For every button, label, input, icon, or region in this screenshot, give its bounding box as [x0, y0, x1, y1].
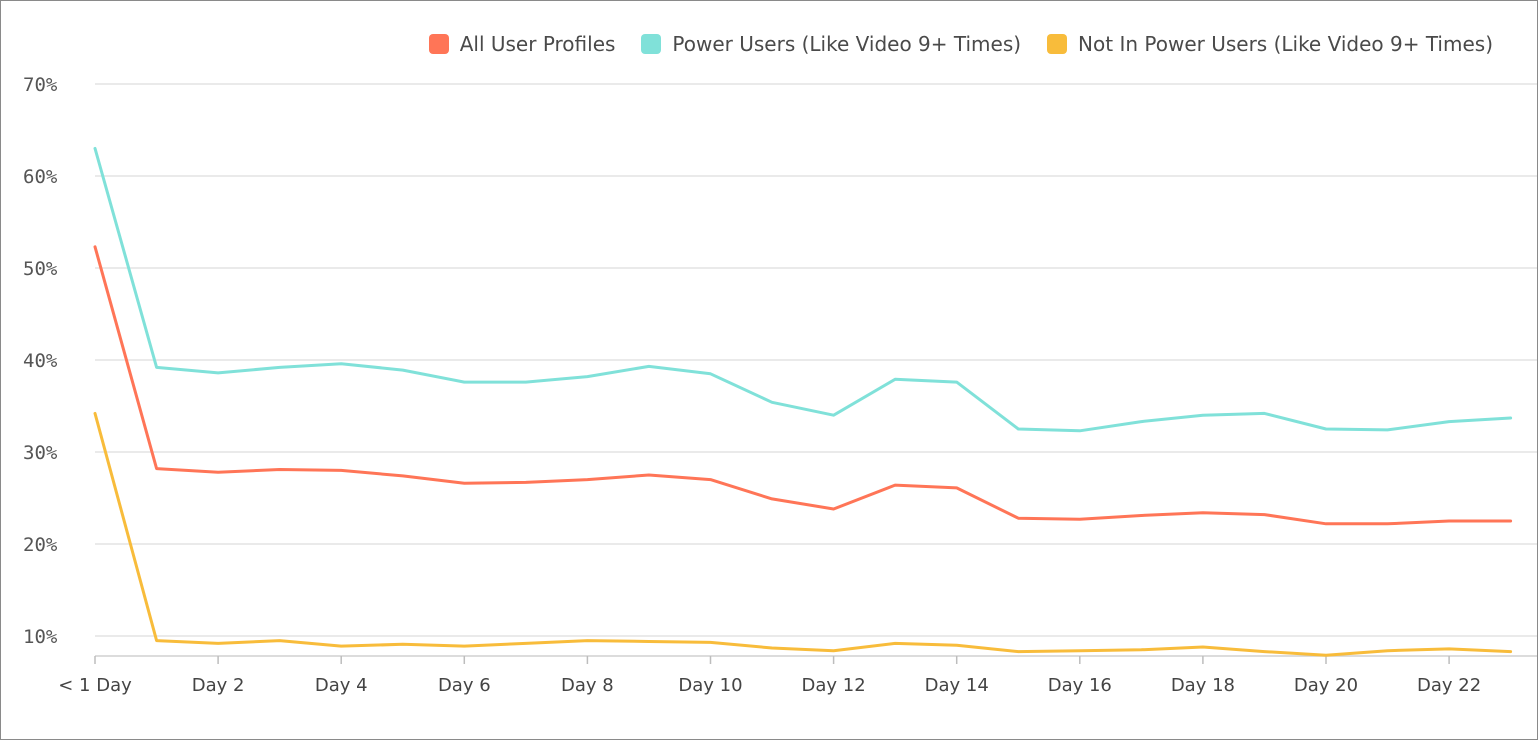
y-tick-label: 30% — [23, 442, 58, 464]
y-tick-label: 40% — [23, 350, 58, 372]
y-tick-label: 50% — [23, 258, 58, 280]
x-tick-label: Day 20 — [1294, 675, 1358, 696]
legend-swatch — [428, 34, 449, 54]
y-tick-label: 70% — [23, 74, 58, 96]
y-tick-label: 20% — [23, 534, 58, 556]
x-tick-label: Day 18 — [1171, 675, 1235, 696]
y-tick-label: 10% — [23, 626, 58, 648]
series-line-3 — [93, 411, 1513, 657]
y-tick-label: 60% — [23, 166, 58, 188]
legend-item-1[interactable]: All User Profiles — [428, 32, 616, 56]
legend-item-3[interactable]: Not In Power Users (Like Video 9+ Times) — [1047, 32, 1493, 56]
chart-legend: All User Profiles Power Users (Like Video… — [428, 29, 1493, 59]
x-tick-label: Day 6 — [438, 675, 491, 696]
series-line-2 — [93, 146, 1513, 433]
legend-item-2[interactable]: Power Users (Like Video 9+ Times) — [641, 32, 1021, 56]
legend-label: Power Users (Like Video 9+ Times) — [672, 32, 1022, 56]
x-tick-label: Day 22 — [1417, 675, 1481, 696]
x-tick-label: Day 10 — [678, 675, 742, 696]
x-tick-label: Day 14 — [925, 675, 989, 696]
x-tick-label: Day 4 — [315, 675, 368, 696]
legend-label: All User Profiles — [459, 32, 616, 56]
x-tick-label: Day 2 — [192, 675, 245, 696]
legend-swatch — [1047, 34, 1068, 54]
legend-label: Not In Power Users (Like Video 9+ Times) — [1078, 32, 1493, 56]
x-tick-label: Day 12 — [802, 675, 866, 696]
x-tick-label: < 1 Day — [58, 675, 132, 696]
x-tick-label: Day 16 — [1048, 675, 1112, 696]
series-line-1 — [93, 245, 1513, 526]
legend-swatch — [641, 34, 662, 54]
x-tick-label: Day 8 — [561, 675, 614, 696]
